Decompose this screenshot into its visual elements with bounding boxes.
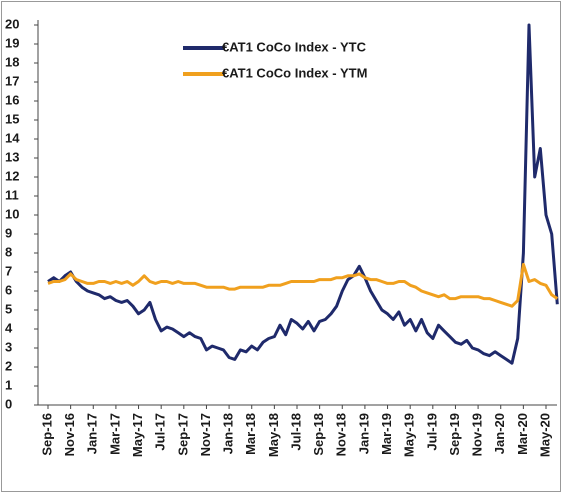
- x-tick-label: Mar-20: [515, 413, 530, 455]
- x-tick-label: Mar-17: [107, 413, 122, 455]
- x-tick-label: Sep-16: [39, 413, 54, 456]
- y-tick-label: 4: [5, 320, 13, 335]
- y-tick-label: 9: [5, 225, 12, 240]
- x-tick-label: May-18: [266, 413, 281, 457]
- x-tick-label: Sep-17: [175, 413, 190, 456]
- y-tick-label: 16: [5, 92, 19, 107]
- y-tick-label: 19: [5, 35, 19, 50]
- x-tick-label: Sep-18: [311, 413, 326, 456]
- x-tick-label: Nov-16: [62, 413, 77, 456]
- y-tick-label: 20: [5, 16, 19, 31]
- x-tick-label: Sep-19: [447, 413, 462, 456]
- x-tick-label: Mar-19: [379, 413, 394, 455]
- x-tick-label: Nov-19: [470, 413, 485, 456]
- y-tick-label: 5: [5, 301, 12, 316]
- x-tick-label: Jul-19: [424, 413, 439, 451]
- x-tick-label: Jan-19: [356, 413, 371, 454]
- y-tick-label: 10: [5, 206, 19, 221]
- x-tick-label: Jan-17: [85, 413, 100, 454]
- x-tick-label: Nov-17: [198, 413, 213, 456]
- line-series: [47, 23, 559, 365]
- y-tick-label: 2: [5, 358, 12, 373]
- y-tick-label: 6: [5, 282, 12, 297]
- y-tick-label: 0: [5, 396, 12, 411]
- y-tick-label: 13: [5, 149, 19, 164]
- legend-label: €AT1 CoCo Index - YTM: [222, 65, 367, 80]
- y-tick-label: 17: [5, 73, 19, 88]
- y-tick-label: 7: [5, 263, 12, 278]
- x-tick-label: Mar-18: [243, 413, 258, 455]
- y-tick-label: 18: [5, 54, 19, 69]
- x-tick-label: Jul-17: [153, 413, 168, 451]
- legend-label: €AT1 CoCo Index - YTC: [222, 39, 367, 54]
- x-tick-label: Jul-18: [288, 413, 303, 451]
- x-tick-label: Jan-18: [221, 413, 236, 454]
- line-series: [47, 262, 559, 308]
- x-tick-label: May-20: [537, 413, 552, 457]
- x-tick-label: May-19: [402, 413, 417, 457]
- y-tick-label: 15: [5, 111, 19, 126]
- y-tick-label: 1: [5, 377, 12, 392]
- y-tick-label: 11: [5, 187, 19, 202]
- y-tick-label: 14: [5, 130, 20, 145]
- x-tick-label: Jan-20: [492, 413, 507, 454]
- x-tick-label: May-17: [130, 413, 145, 457]
- y-tick-label: 3: [5, 339, 12, 354]
- y-tick-label: 12: [5, 168, 19, 183]
- x-tick-label: Nov-18: [334, 413, 349, 456]
- y-tick-label: 8: [5, 244, 12, 259]
